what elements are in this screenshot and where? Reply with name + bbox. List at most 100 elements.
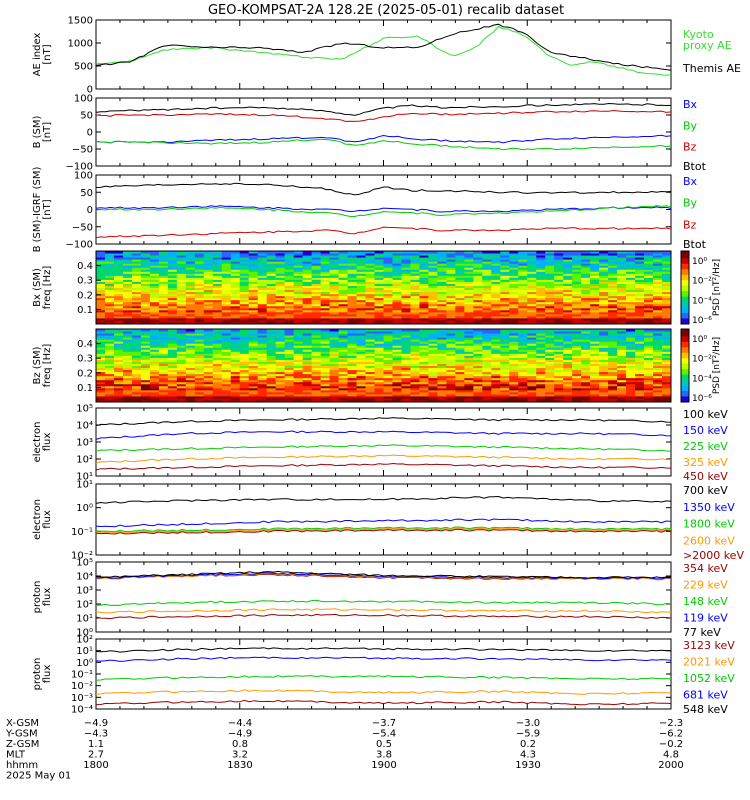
spectrogram-cell [113, 355, 124, 358]
spectrogram-cell [392, 299, 402, 303]
spectrogram-cell [563, 297, 573, 301]
spectrogram-cell [455, 383, 465, 387]
spectrogram-cell [311, 303, 322, 307]
spectrogram-cell [185, 381, 196, 385]
spectrogram-cell [446, 295, 456, 299]
spectrogram-cell [581, 355, 591, 358]
spectrogram-cell [266, 377, 277, 381]
spectrogram-cell [248, 353, 259, 356]
spectrogram-cell [194, 263, 205, 266]
spectrogram-cell [365, 341, 376, 344]
spectrogram-cell [491, 337, 501, 340]
spectrogram-cell [500, 363, 510, 366]
spectrogram-cell [482, 353, 492, 356]
spectrogram-cell [212, 283, 223, 286]
spectrogram-cell [257, 283, 268, 286]
spectrogram-cell [590, 277, 600, 280]
spectrogram-cell [230, 395, 241, 399]
spectrogram-cell [590, 273, 600, 276]
spectrogram-cell [572, 397, 582, 401]
spectrogram-cell [338, 375, 349, 379]
spectrogram-cell [428, 289, 438, 293]
colorbar-segment [681, 291, 689, 294]
spectrogram-cell [617, 321, 627, 325]
spectrogram-cell [158, 381, 169, 385]
spectrogram-cell [455, 341, 465, 344]
spectrogram-cell [311, 273, 322, 276]
spectrogram-cell [329, 291, 340, 295]
spectrogram-cell [401, 283, 411, 286]
spectrogram-cell [212, 305, 223, 309]
spectrogram-cell [158, 377, 169, 381]
spectrogram-cell [626, 361, 636, 364]
spectrogram-cell [428, 329, 438, 332]
spectrogram-cell [203, 255, 214, 258]
spectrogram-cell [122, 279, 133, 282]
spectrogram-cell [644, 315, 654, 319]
spectrogram-cell [527, 359, 537, 362]
spectrogram-cell [392, 253, 402, 256]
spectrogram-cell [329, 275, 340, 278]
spectrogram-cell [113, 305, 124, 309]
spectrogram-cell [608, 393, 618, 397]
spectrogram-cell [635, 261, 645, 264]
spectrogram-cell [347, 321, 358, 325]
spectrogram-cell [113, 385, 124, 389]
spectrogram-cell [194, 367, 205, 371]
spectrogram-cell [230, 281, 241, 284]
spectrogram-cell [617, 355, 627, 358]
spectrogram-cell [428, 379, 438, 383]
spectrogram-cell [527, 267, 537, 270]
spectrogram-cell [428, 397, 438, 401]
spectrogram-cell [131, 343, 142, 346]
spectrogram-cell [113, 261, 124, 264]
spectrogram-cell [158, 301, 169, 305]
spectrogram-cell [473, 397, 483, 401]
spectrogram-cell [491, 353, 501, 356]
spectrogram-cell [392, 343, 402, 346]
spectrogram-cell [509, 367, 519, 371]
spectrogram-cell [356, 267, 367, 270]
spectrogram-cell [266, 307, 277, 311]
spectrogram-cell [644, 381, 654, 385]
spectrogram-cell [626, 397, 636, 401]
spectrogram-cell [221, 341, 232, 344]
spectrogram-cell [374, 363, 384, 366]
spectrogram-cell [374, 303, 384, 307]
spectrogram-cell [419, 359, 429, 362]
spectrogram-cell [572, 379, 582, 383]
spectrogram-cell [329, 329, 340, 332]
spectrogram-cell [96, 253, 106, 256]
spectrogram-cell [536, 309, 546, 313]
spectrogram-cell [410, 269, 420, 272]
spectrogram-cell [203, 385, 214, 389]
spectrogram-cell [96, 331, 106, 334]
spectrogram-cell [257, 287, 268, 291]
spectrogram-cell [329, 277, 340, 280]
spectrogram-cell [194, 313, 205, 317]
spectrogram-cell [122, 387, 133, 391]
spectrogram-cell [356, 375, 367, 379]
spectrogram-cell [635, 381, 645, 385]
spectrogram-cell [338, 367, 349, 371]
spectrogram-cell [140, 319, 151, 323]
spectrogram-cell [239, 291, 250, 295]
spectrogram-cell [104, 343, 115, 346]
spectrogram-cell [230, 311, 241, 315]
spectrogram-cell [365, 347, 376, 350]
spectrogram-cell [518, 267, 528, 270]
spectrogram-cell [185, 273, 196, 276]
spectrogram-cell [455, 305, 465, 309]
spectrogram-cell [428, 367, 438, 371]
spectrogram-cell [347, 359, 358, 362]
spectrogram-cell [140, 267, 151, 270]
spectrogram-cell [482, 281, 492, 284]
spectrogram-cell [392, 335, 402, 338]
spectrogram-cell [599, 269, 609, 272]
spectrogram-cell [248, 355, 259, 358]
spectrogram-cell [383, 347, 393, 350]
spectrogram-cell [347, 307, 358, 311]
spectrogram-cell [500, 391, 510, 395]
spectrogram-cell [455, 279, 465, 282]
spectrogram-cell [365, 299, 376, 303]
